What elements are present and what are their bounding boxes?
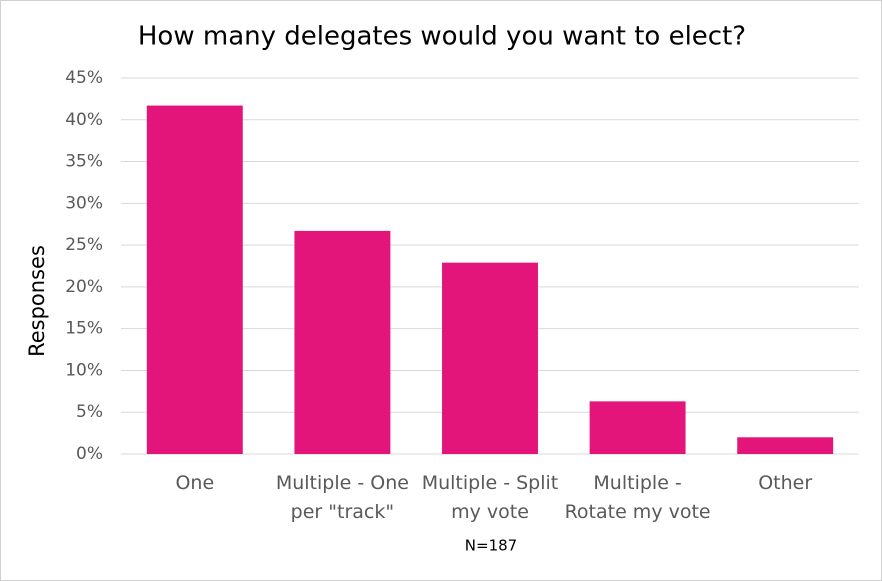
y-tick-label: 15% — [65, 319, 103, 339]
chart-title: How many delegates would you want to ele… — [138, 22, 746, 52]
bar — [589, 401, 686, 454]
x-tick-label: Multiple - Split my vote — [421, 472, 559, 523]
x-tick-label: Multiple - Rotate my vote — [564, 472, 711, 523]
bar — [442, 262, 538, 454]
y-tick-label: 25% — [65, 235, 103, 255]
y-tick-label: 35% — [65, 152, 103, 172]
y-tick-label: 0% — [76, 444, 103, 464]
y-tick-label: 45% — [65, 68, 103, 88]
y-tick-label: 10% — [65, 360, 103, 380]
annotation: N=187 — [465, 537, 517, 555]
x-tick-label: Other — [758, 472, 813, 494]
y-tick-label: 5% — [76, 402, 103, 422]
y-tick-label: 40% — [65, 110, 103, 130]
bar — [294, 230, 391, 454]
bar — [146, 105, 243, 454]
x-tick-label: Multiple - One per "track" — [275, 472, 409, 523]
bar — [737, 437, 834, 454]
x-tick-label: One — [175, 472, 215, 494]
y-tick-label: 20% — [65, 277, 103, 297]
y-axis-label: Responses — [25, 245, 49, 357]
y-tick-label: 30% — [65, 193, 103, 213]
